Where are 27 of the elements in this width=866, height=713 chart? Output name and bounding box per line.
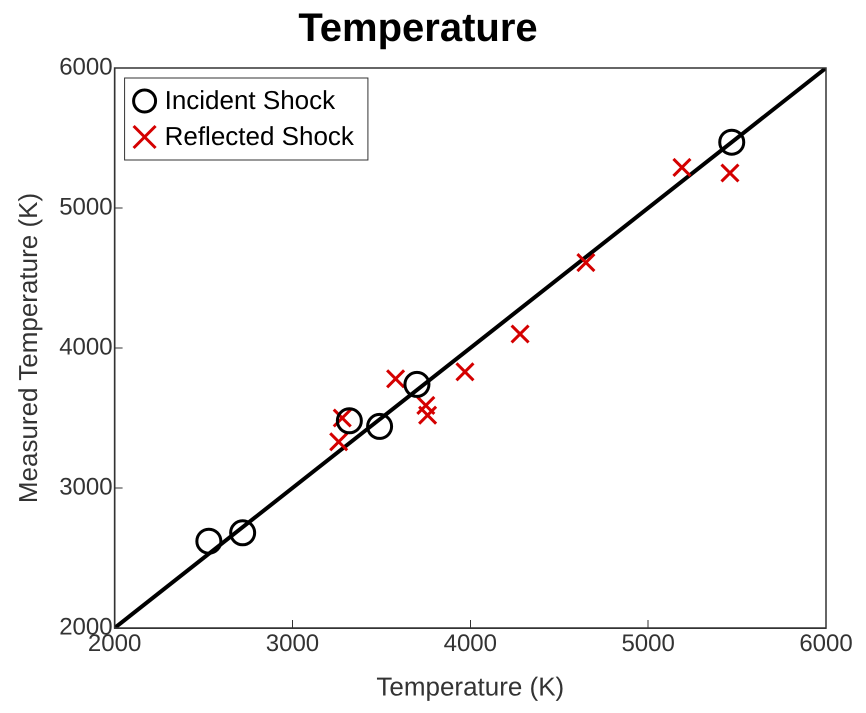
point <box>576 252 596 273</box>
y-tick-label: 3000 <box>59 474 113 501</box>
point <box>672 157 692 178</box>
point <box>718 128 746 156</box>
point <box>366 412 394 440</box>
point <box>195 528 222 555</box>
point <box>403 370 430 398</box>
y-tick-label: 4000 <box>59 334 113 361</box>
point <box>418 405 438 426</box>
point <box>454 362 475 382</box>
x-tick-label: 4000 <box>444 630 497 658</box>
x-tick-label: 6000 <box>799 630 853 658</box>
x-tick-label: 5000 <box>621 630 675 658</box>
y-tick-label: 5000 <box>59 194 113 221</box>
point <box>229 519 256 546</box>
x-tick-label: 3000 <box>266 630 320 658</box>
legend-label: Incident Shock <box>164 85 336 116</box>
point <box>416 395 436 416</box>
chart-title: Temperature <box>298 6 538 50</box>
legend-label: Reflected Shock <box>164 121 355 152</box>
y-tick-label: 6000 <box>59 54 113 81</box>
point <box>510 324 530 344</box>
x-axis-title: Temperature (K) <box>376 672 564 702</box>
point <box>720 163 740 183</box>
y-axis-title: Measured Temperature (K) <box>12 192 43 504</box>
point <box>328 432 349 452</box>
point <box>336 407 363 434</box>
